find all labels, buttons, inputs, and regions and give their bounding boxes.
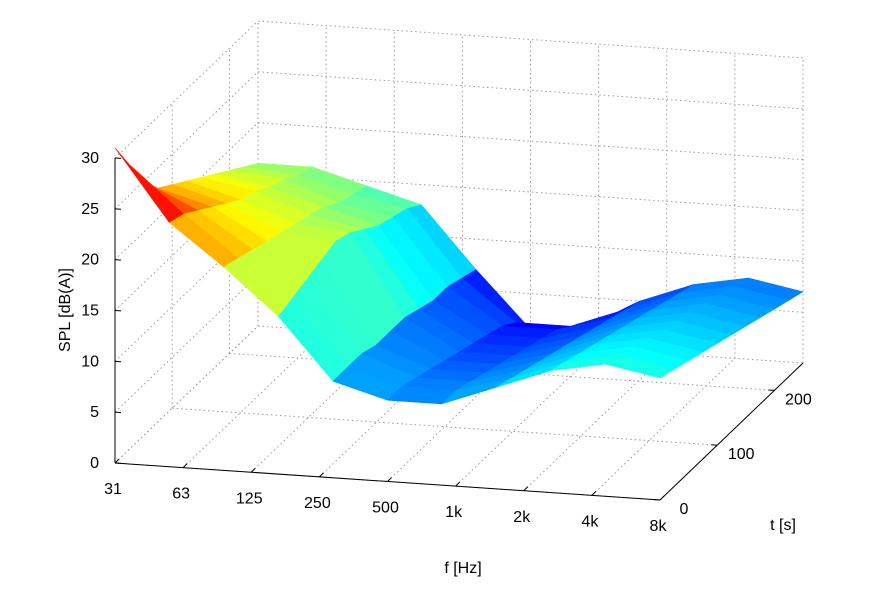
x-tick-mark bbox=[660, 496, 664, 500]
z-tick-label: 5 bbox=[90, 404, 99, 421]
x-tick-label: 63 bbox=[172, 486, 190, 503]
x-axis-label: f [Hz] bbox=[444, 560, 481, 577]
z-tick-label: 20 bbox=[81, 252, 99, 269]
x-tick-label: 8k bbox=[650, 518, 668, 535]
z-tick-label: 15 bbox=[81, 303, 99, 320]
grid-line bbox=[115, 326, 258, 463]
surface bbox=[115, 148, 803, 404]
y-axis-label: t [s] bbox=[770, 517, 796, 534]
x-tick-mark bbox=[524, 487, 528, 491]
x-tick-mark bbox=[115, 459, 119, 463]
z-axis-label: SPL [dB(A)] bbox=[57, 268, 74, 352]
x-tick-label: 250 bbox=[304, 495, 331, 512]
y-tick-label: 0 bbox=[680, 501, 689, 518]
z-tick-label: 25 bbox=[81, 201, 99, 218]
x-tick-label: 2k bbox=[513, 509, 531, 526]
x-tick-label: 125 bbox=[236, 490, 263, 507]
grid-line bbox=[172, 408, 717, 445]
x-tick-mark bbox=[592, 491, 596, 495]
z-tick-label: 0 bbox=[90, 455, 99, 472]
grid-line bbox=[258, 21, 803, 58]
x-tick-mark bbox=[388, 478, 392, 482]
x-tick-mark bbox=[319, 473, 323, 477]
grid-line bbox=[258, 72, 803, 109]
x-tick-label: 31 bbox=[104, 481, 122, 498]
x-tick-label: 500 bbox=[372, 500, 399, 517]
y-tick-label: 200 bbox=[785, 391, 812, 408]
x-tick-label: 1k bbox=[445, 504, 463, 521]
y-axis-line bbox=[660, 363, 803, 500]
grid-line bbox=[183, 331, 326, 468]
grid-line bbox=[115, 21, 258, 158]
y-tick-label: 100 bbox=[728, 446, 755, 463]
grid-line bbox=[592, 358, 735, 495]
x-tick-mark bbox=[456, 482, 460, 486]
grid-line bbox=[115, 275, 258, 412]
x-tick-mark bbox=[183, 464, 187, 468]
z-tick-label: 10 bbox=[81, 353, 99, 370]
x-tick-mark bbox=[251, 468, 255, 472]
z-tick-label: 30 bbox=[81, 150, 99, 167]
x-tick-label: 4k bbox=[581, 513, 599, 530]
